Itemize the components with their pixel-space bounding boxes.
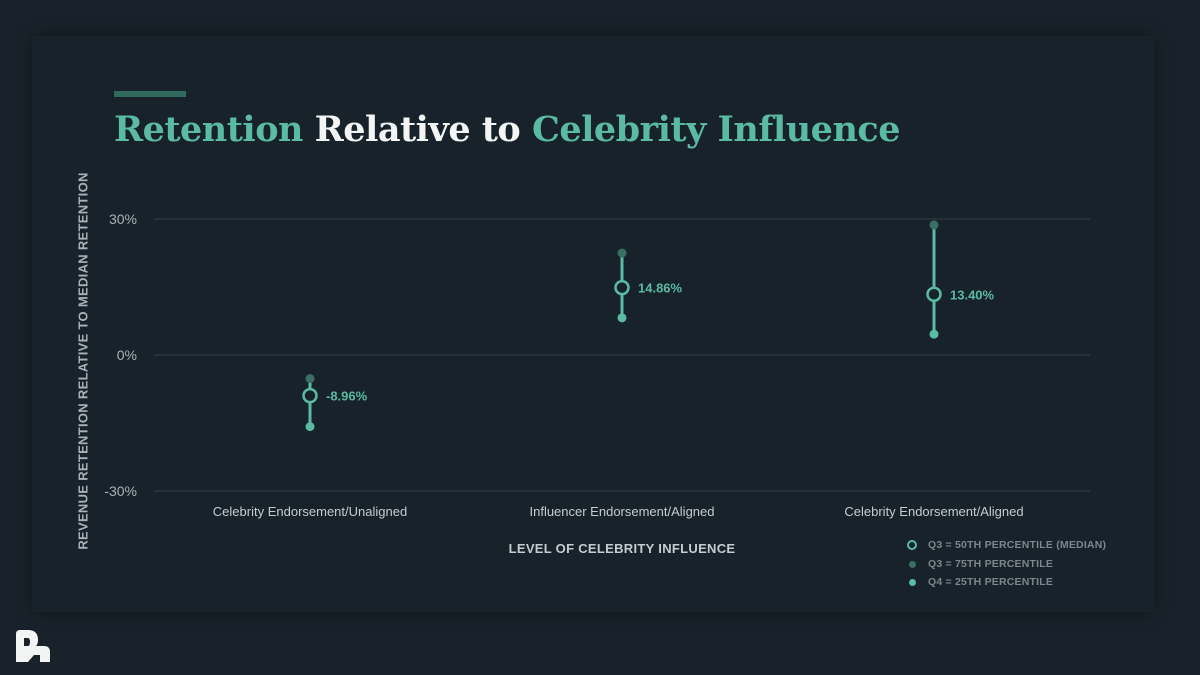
legend-item-median: Q3 = 50TH PERCENTILE (MEDIAN) [906,536,1106,555]
data-label: 14.86% [638,281,683,296]
q25-point [617,313,627,323]
q75-point [929,220,939,230]
x-tick-label: Celebrity Endorsement/Unaligned [213,504,407,519]
y-tick-label: 30% [109,211,137,227]
brand-logo-icon [16,630,50,662]
title-part-retention: Retention [114,109,304,150]
legend-light-dot-icon [906,576,918,588]
legend-label-median: Q3 = 50TH PERCENTILE (MEDIAN) [928,539,1107,552]
legend-ring-marker-icon [906,539,918,551]
legend-item-25th: Q4 = 25TH PERCENTILE [906,573,1106,592]
title-part-relative-to: Relative to [303,109,532,150]
q75-point [305,374,315,384]
legend-label-25th: Q4 = 25TH PERCENTILE [928,576,1054,589]
legend-label-75th: Q3 = 75TH PERCENTILE [928,557,1054,570]
data-label: 13.40% [950,287,995,302]
median-point [926,286,942,303]
title-accent-bar [114,91,186,97]
legend: Q3 = 50TH PERCENTILE (MEDIAN) Q3 = 75TH … [906,536,1106,592]
median-point [614,279,630,296]
x-tick-label: Influencer Endorsement/Aligned [529,504,714,519]
q25-point [929,329,939,339]
title-part-celebrity-influence: Celebrity Influence [531,109,901,150]
y-tick-label: 0% [117,347,137,363]
y-tick-label: -30% [104,483,137,499]
q25-point [305,422,315,432]
data-label: -8.96% [326,389,368,404]
chart-title: Retention Relative to Celebrity Influenc… [114,106,900,154]
legend-item-75th: Q3 = 75TH PERCENTILE [906,555,1106,574]
q75-point [617,248,627,258]
legend-dark-dot-icon [906,558,918,570]
chart-panel [32,36,1154,612]
x-axis-title: LEVEL OF CELEBRITY INFLUENCE [508,541,736,556]
median-point [302,387,318,404]
x-tick-label: Celebrity Endorsement/Aligned [844,504,1023,519]
